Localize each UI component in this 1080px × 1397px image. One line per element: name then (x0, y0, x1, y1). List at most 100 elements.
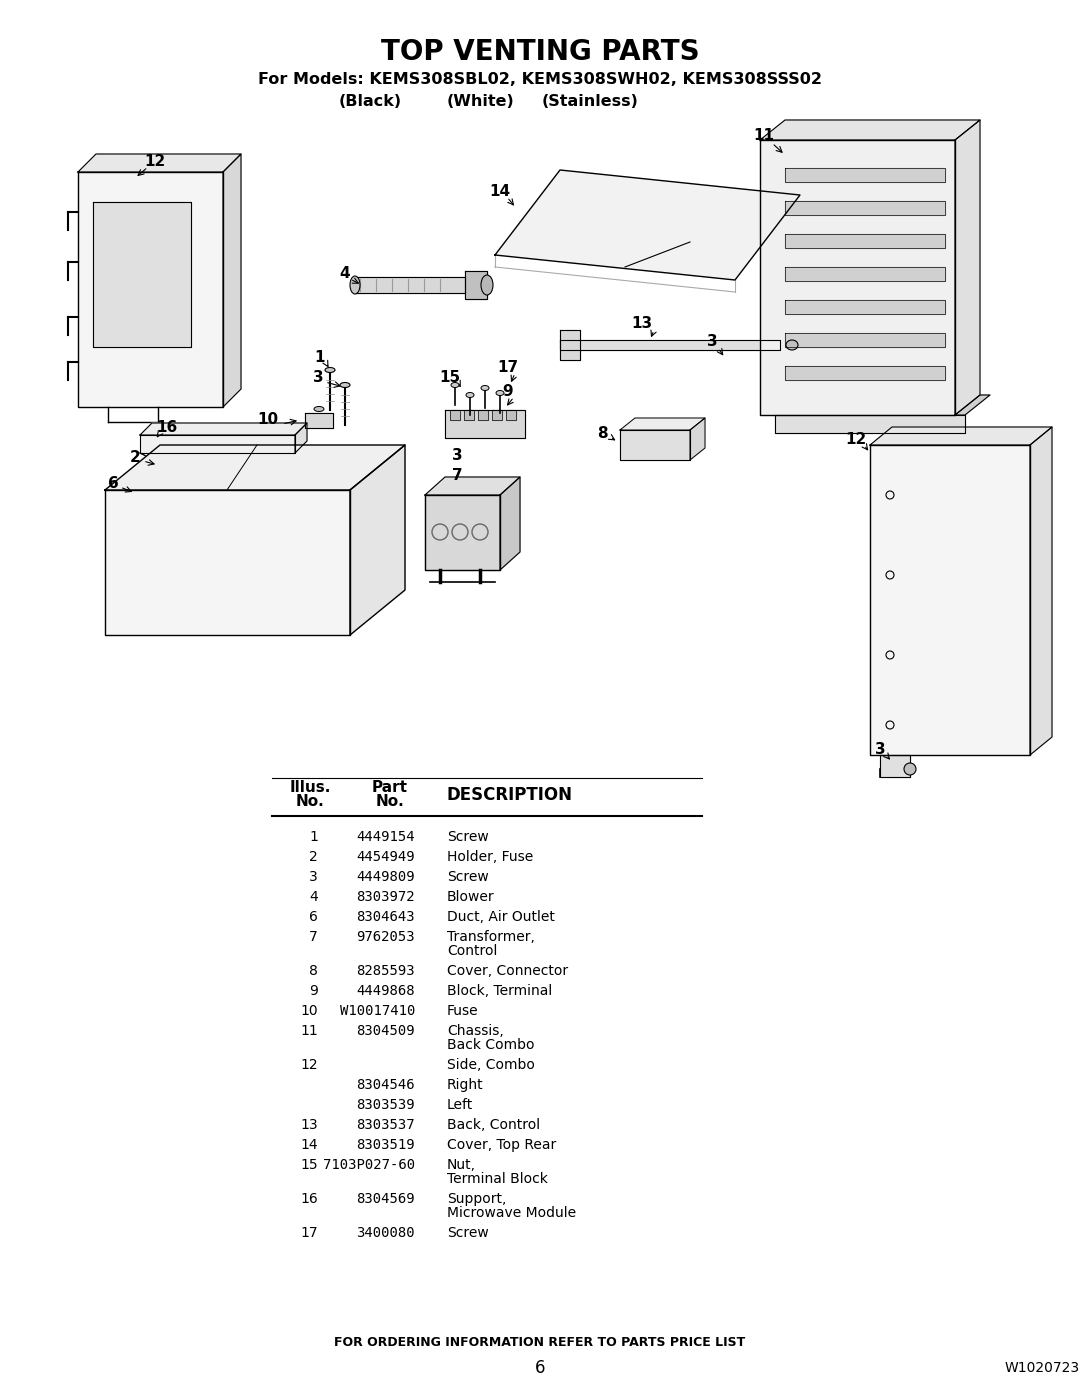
Polygon shape (620, 430, 690, 460)
Polygon shape (492, 409, 502, 420)
Text: 16: 16 (157, 420, 177, 436)
Polygon shape (426, 476, 519, 495)
Text: Illus.: Illus. (289, 781, 330, 795)
Text: For Models: KEMS308SBL02, KEMS308SWH02, KEMS308SSS02: For Models: KEMS308SBL02, KEMS308SWH02, … (258, 73, 822, 88)
Text: 13: 13 (300, 1118, 318, 1132)
Polygon shape (760, 120, 980, 140)
Text: 2: 2 (130, 450, 140, 465)
Text: 9762053: 9762053 (356, 930, 415, 944)
Polygon shape (880, 754, 910, 777)
Text: 15: 15 (300, 1158, 318, 1172)
Text: 10: 10 (300, 1004, 318, 1018)
Ellipse shape (786, 339, 798, 351)
Polygon shape (955, 120, 980, 415)
Text: No.: No. (376, 795, 404, 809)
Ellipse shape (481, 275, 492, 295)
Text: (Black): (Black) (338, 95, 402, 109)
Text: Left: Left (447, 1098, 473, 1112)
Text: DESCRIPTION: DESCRIPTION (447, 787, 573, 805)
Text: Side, Combo: Side, Combo (447, 1058, 535, 1071)
Text: 16: 16 (300, 1192, 318, 1206)
Text: 6: 6 (108, 475, 119, 490)
Text: Block, Terminal: Block, Terminal (447, 983, 552, 997)
Text: 8304546: 8304546 (356, 1078, 415, 1092)
Text: Microwave Module: Microwave Module (447, 1206, 576, 1220)
Text: 12: 12 (846, 432, 866, 447)
Polygon shape (140, 434, 295, 453)
Polygon shape (760, 140, 955, 415)
Text: Control: Control (447, 944, 498, 958)
Text: Screw: Screw (447, 1227, 489, 1241)
Text: 8303537: 8303537 (356, 1118, 415, 1132)
Polygon shape (464, 409, 474, 420)
Text: 3: 3 (309, 870, 318, 884)
Polygon shape (350, 446, 405, 636)
Text: 6: 6 (309, 909, 318, 923)
Text: 11: 11 (300, 1024, 318, 1038)
Polygon shape (955, 395, 990, 415)
Polygon shape (305, 414, 333, 427)
Text: 8304643: 8304643 (356, 909, 415, 923)
Text: 8304569: 8304569 (356, 1192, 415, 1206)
Polygon shape (355, 277, 465, 293)
Polygon shape (785, 267, 945, 281)
Text: 17: 17 (498, 359, 518, 374)
Text: 4449809: 4449809 (356, 870, 415, 884)
Text: Cover, Top Rear: Cover, Top Rear (447, 1139, 556, 1153)
Text: 9: 9 (502, 384, 513, 400)
Polygon shape (465, 271, 487, 299)
Polygon shape (93, 203, 191, 346)
Text: Nut,: Nut, (447, 1158, 476, 1172)
Text: Blower: Blower (447, 890, 495, 904)
Polygon shape (785, 366, 945, 380)
Text: 9: 9 (309, 983, 318, 997)
Text: 3: 3 (875, 742, 886, 757)
Text: 8303519: 8303519 (356, 1139, 415, 1153)
Text: 8285593: 8285593 (356, 964, 415, 978)
Text: Transformer,: Transformer, (447, 930, 535, 944)
Text: 4454949: 4454949 (356, 849, 415, 863)
Text: 4449154: 4449154 (356, 830, 415, 844)
Text: 4: 4 (340, 267, 350, 282)
Ellipse shape (465, 393, 474, 398)
Text: W10017410: W10017410 (339, 1004, 415, 1018)
Text: Terminal Block: Terminal Block (447, 1172, 548, 1186)
Text: Cover, Connector: Cover, Connector (447, 964, 568, 978)
Polygon shape (78, 154, 241, 172)
Text: 14: 14 (489, 184, 511, 200)
Text: Holder, Fuse: Holder, Fuse (447, 849, 534, 863)
Text: Chassis,: Chassis, (447, 1024, 503, 1038)
Text: Right: Right (447, 1078, 484, 1092)
Ellipse shape (451, 383, 459, 387)
Polygon shape (222, 154, 241, 407)
Polygon shape (450, 409, 460, 420)
Text: (White): (White) (446, 95, 514, 109)
Text: 1: 1 (309, 830, 318, 844)
Polygon shape (478, 409, 488, 420)
Text: 2: 2 (309, 849, 318, 863)
Ellipse shape (496, 391, 504, 395)
Polygon shape (105, 490, 350, 636)
Polygon shape (620, 418, 705, 430)
Polygon shape (785, 300, 945, 314)
Text: 7: 7 (309, 930, 318, 944)
Ellipse shape (340, 383, 350, 387)
Circle shape (904, 763, 916, 775)
Text: 8304509: 8304509 (356, 1024, 415, 1038)
Polygon shape (785, 201, 945, 215)
Text: (Stainless): (Stainless) (541, 95, 638, 109)
Polygon shape (785, 332, 945, 346)
Polygon shape (140, 423, 307, 434)
Polygon shape (495, 170, 800, 279)
Polygon shape (561, 339, 780, 351)
Polygon shape (785, 235, 945, 249)
Text: W10207237: W10207237 (1005, 1361, 1080, 1375)
Ellipse shape (350, 277, 360, 293)
Text: Back Combo: Back Combo (447, 1038, 535, 1052)
Polygon shape (561, 330, 580, 360)
Polygon shape (690, 418, 705, 460)
Text: 6: 6 (535, 1359, 545, 1377)
Text: 4449868: 4449868 (356, 983, 415, 997)
Polygon shape (785, 168, 945, 182)
Text: Part: Part (372, 781, 408, 795)
